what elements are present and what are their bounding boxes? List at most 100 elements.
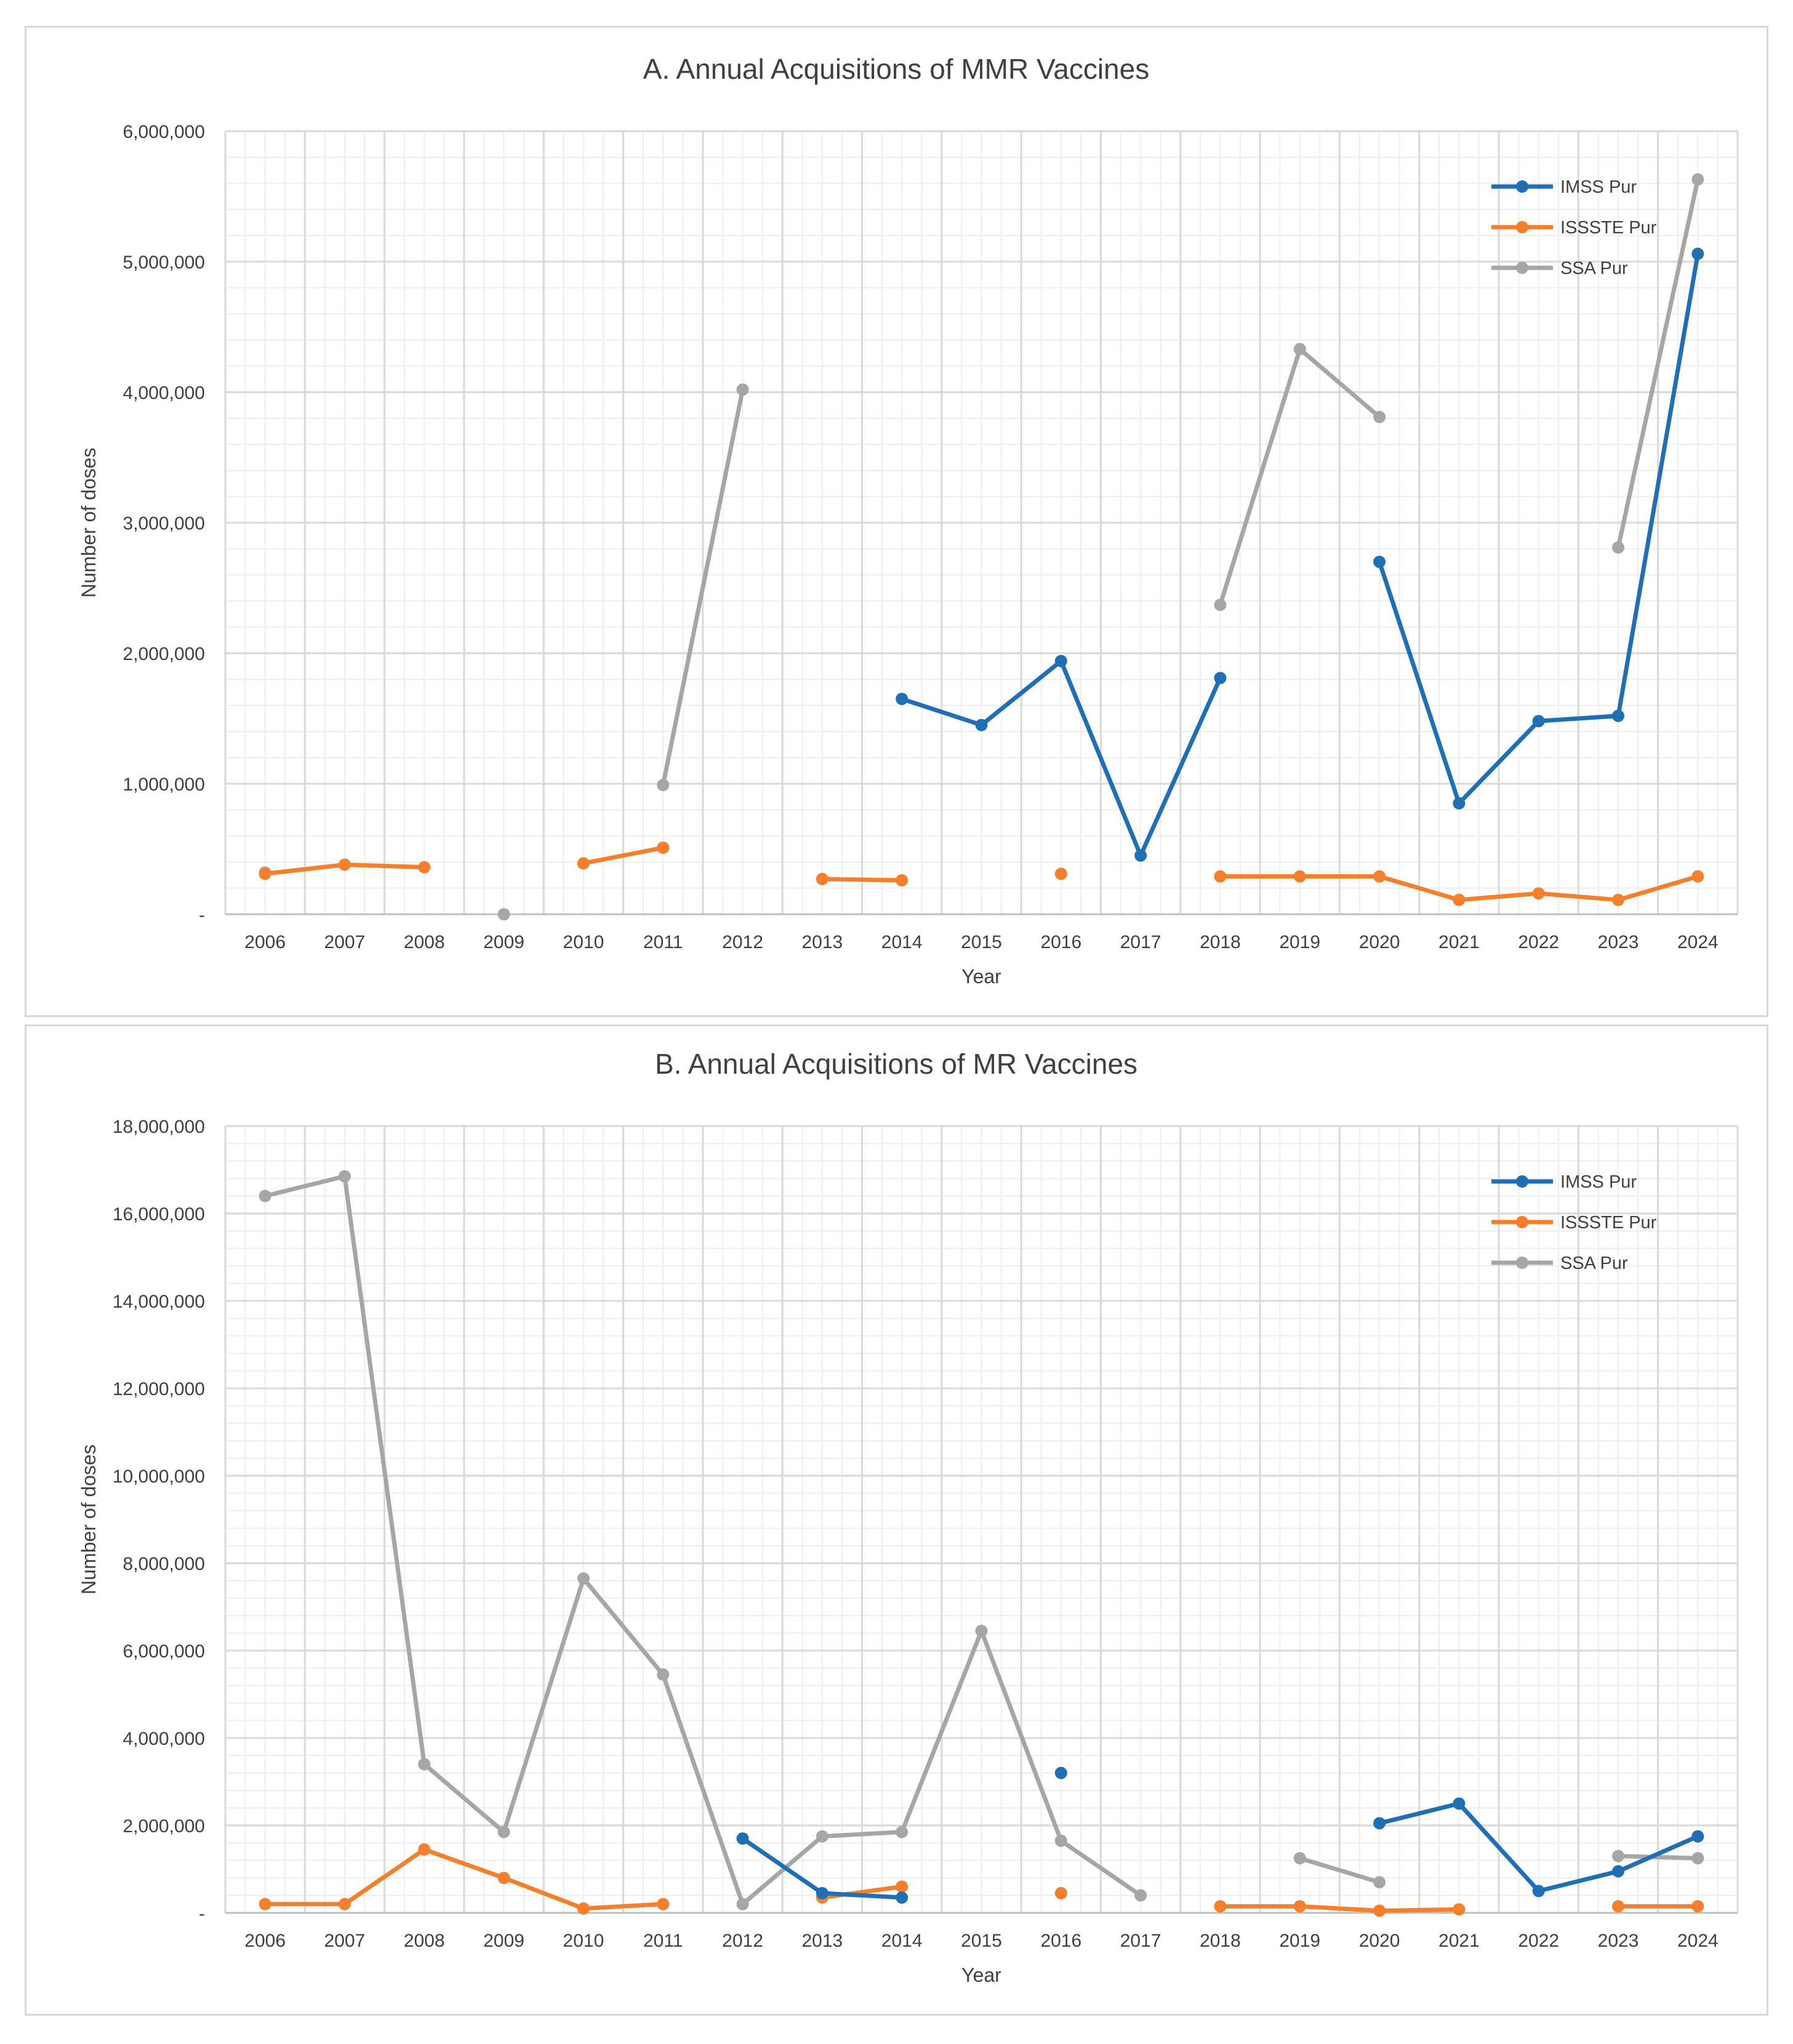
- data-point: [1214, 672, 1227, 685]
- x-axis-label: Year: [961, 965, 1001, 988]
- legend-swatch-marker: [1516, 1175, 1528, 1188]
- series-line-segment: [1536, 1869, 1621, 1893]
- data-point: [1453, 797, 1466, 810]
- series-line-segment: [1616, 177, 1700, 550]
- x-tick-label: 2015: [961, 1931, 1002, 1951]
- series-imss: [736, 1766, 1704, 1904]
- x-tick-label: 2020: [1359, 932, 1400, 952]
- series-line-segment: [263, 1174, 347, 1199]
- data-point: [1612, 893, 1625, 906]
- data-point: [1691, 173, 1704, 186]
- series-line-segment: [1298, 1904, 1382, 1913]
- series-line-segment: [1616, 251, 1700, 718]
- data-point: [896, 874, 909, 887]
- data-point: [338, 858, 351, 871]
- series-line-segment: [1456, 891, 1541, 903]
- series-line-segment: [422, 1762, 507, 1835]
- series-line-segment: [422, 1847, 507, 1880]
- x-tick-label: 2020: [1359, 1931, 1400, 1951]
- series-line-segment: [1536, 891, 1621, 903]
- data-point: [1134, 849, 1147, 862]
- series-line-segment: [1456, 718, 1541, 806]
- x-tick-label: 2007: [324, 932, 366, 952]
- data-point: [1373, 1876, 1386, 1889]
- y-tick-label: 3,000,000: [123, 513, 205, 534]
- series-line-segment: [740, 1836, 825, 1896]
- x-tick-label: 2015: [961, 932, 1002, 952]
- series-line-segment: [1616, 1854, 1700, 1861]
- series-line-segment: [899, 696, 984, 728]
- x-tick-label: 2018: [1200, 1931, 1241, 1951]
- data-point: [1612, 541, 1625, 554]
- chart-panel-mmr: A. Annual Acquisitions of MMR Vaccines - 1…: [25, 26, 1768, 1017]
- data-point: [736, 1897, 749, 1910]
- x-tick-label: 2006: [244, 1931, 286, 1951]
- y-tick-label: 4,000,000: [123, 1729, 205, 1749]
- x-axis-label: Year: [961, 1964, 1001, 1986]
- data-point: [1691, 1900, 1704, 1913]
- data-point: [896, 1880, 909, 1893]
- data-point: [736, 383, 749, 396]
- series-line-segment: [502, 1875, 586, 1911]
- data-point: [1612, 1900, 1625, 1913]
- series-line-segment: [581, 1576, 665, 1677]
- x-tick-label: 2009: [483, 932, 524, 952]
- series-line-segment: [1377, 1907, 1461, 1913]
- series-line-segment: [820, 1830, 904, 1839]
- data-point: [418, 861, 431, 874]
- data-point: [1691, 1830, 1704, 1843]
- legend-swatch-marker: [1516, 180, 1528, 193]
- data-point: [975, 718, 988, 731]
- y-tick-label: -: [199, 1904, 205, 1924]
- series-line-segment: [1298, 1856, 1382, 1885]
- x-tick-label: 2017: [1120, 932, 1161, 952]
- series-line-segment: [820, 1891, 904, 1900]
- y-tick-label: 2,000,000: [123, 644, 205, 664]
- series-line-segment: [1536, 714, 1621, 723]
- data-point: [1054, 1887, 1067, 1900]
- data-point: [577, 1572, 590, 1585]
- data-point: [497, 1872, 510, 1885]
- series-line-segment: [740, 1834, 825, 1907]
- data-point: [1373, 411, 1386, 424]
- data-point: [1214, 1900, 1227, 1913]
- y-tick-label: 1,000,000: [123, 775, 205, 795]
- series-line-segment: [979, 659, 1064, 728]
- data-point: [1691, 247, 1704, 260]
- data-point: [1453, 1903, 1466, 1916]
- data-point: [1373, 1817, 1386, 1830]
- series-line-segment: [1377, 1801, 1461, 1825]
- y-tick-label: 18,000,000: [113, 1117, 205, 1137]
- data-point: [338, 1170, 351, 1183]
- y-tick-label: 6,000,000: [123, 1641, 205, 1662]
- series-line-segment: [660, 1672, 745, 1907]
- data-point: [1532, 887, 1545, 900]
- x-tick-label: 2007: [324, 1931, 366, 1951]
- x-tick-label: 2012: [722, 1931, 763, 1951]
- series-line-segment: [502, 1576, 586, 1835]
- data-point: [1612, 709, 1625, 722]
- y-axis-label: Number of doses: [78, 1444, 100, 1595]
- chart-panel-mr: B. Annual Acquisitions of MR Vaccines - 2,…: [25, 1024, 1768, 2016]
- y-tick-label: 8,000,000: [123, 1554, 205, 1574]
- series-line-segment: [1616, 874, 1700, 903]
- data-point: [1293, 1900, 1306, 1913]
- legend-swatch-marker: [1516, 1257, 1528, 1269]
- y-axis-label: Number of doses: [78, 448, 100, 598]
- data-point: [896, 693, 909, 706]
- data-point: [896, 1891, 909, 1904]
- x-tick-label: 2012: [722, 932, 763, 952]
- y-tick-label: 4,000,000: [123, 383, 205, 403]
- x-tick-label: 2014: [881, 1931, 923, 1951]
- data-point: [816, 1830, 828, 1843]
- data-point: [657, 1897, 670, 1910]
- series-issste: [259, 841, 1704, 906]
- series-line-segment: [1377, 874, 1461, 903]
- series-line-segment: [899, 1628, 984, 1835]
- series-line-segment: [1059, 659, 1143, 858]
- series-ssa: [259, 1170, 1704, 1910]
- series-issste: [259, 1843, 1704, 1917]
- chart-title: A. Annual Acquisitions of MMR Vaccines: [643, 53, 1149, 85]
- series-line-segment: [820, 877, 904, 883]
- data-point: [1532, 715, 1545, 728]
